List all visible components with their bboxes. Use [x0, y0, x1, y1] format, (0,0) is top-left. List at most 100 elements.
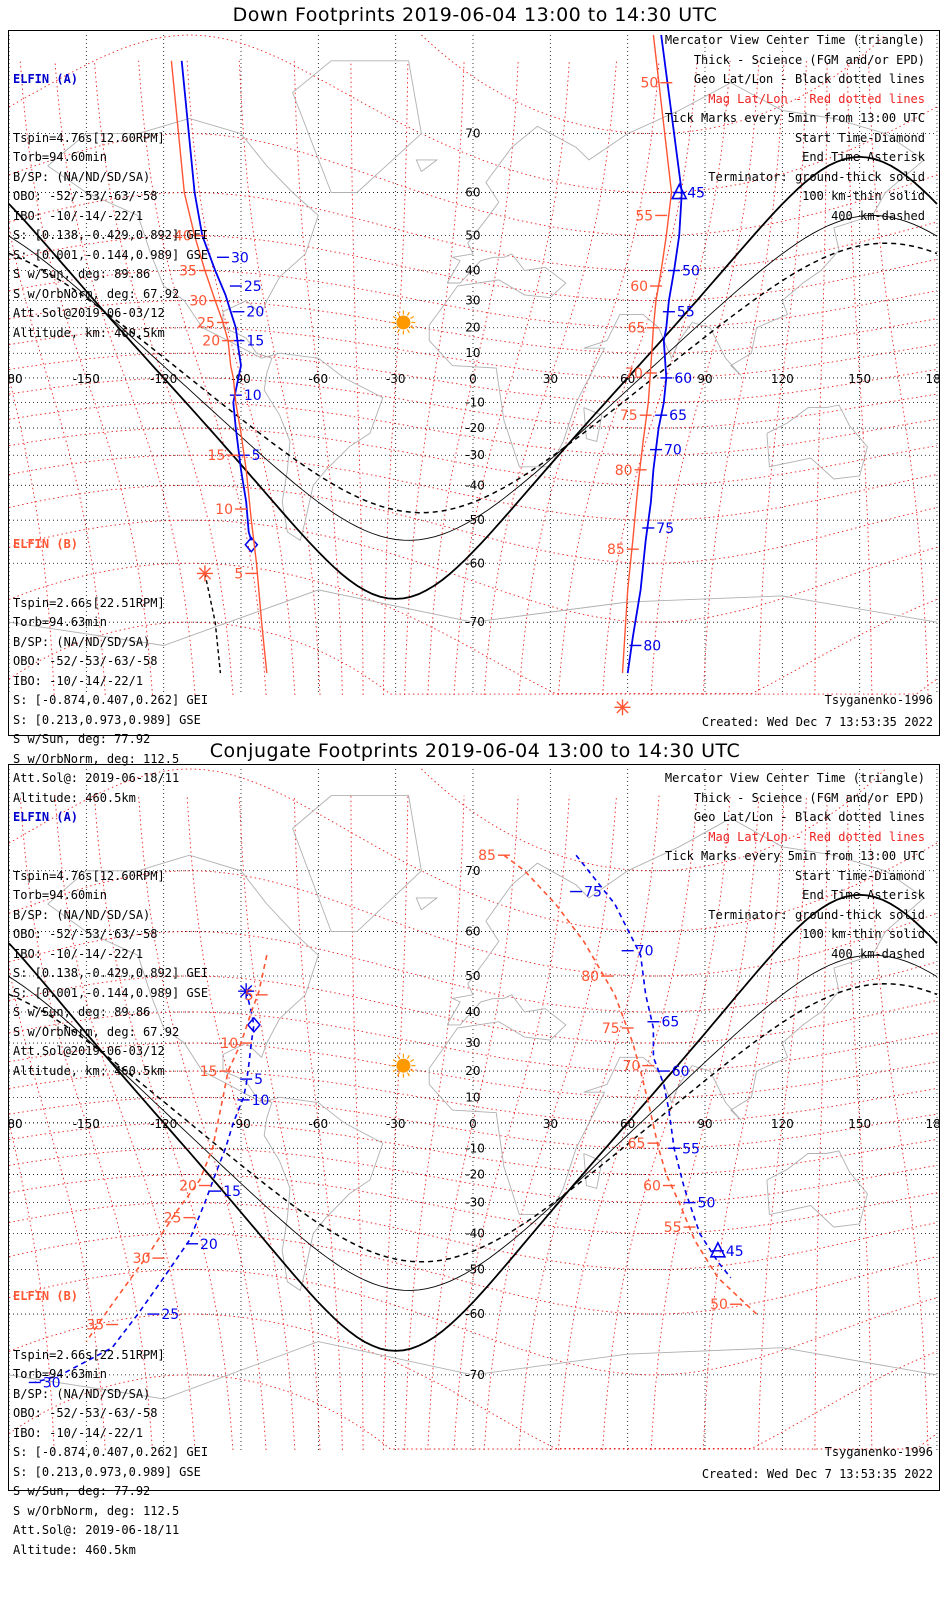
mag-meridian [293, 60, 343, 696]
lat-tick-label: 50 [465, 229, 480, 243]
lat-tick-label: -60 [465, 1307, 485, 1321]
time-tick-label: 75 [584, 885, 602, 901]
time-tick-label: 60 [672, 1064, 690, 1080]
sun-ray [406, 1072, 410, 1077]
time-tick-label: 60 [630, 279, 648, 295]
sun-ray [410, 1069, 415, 1073]
lon-tick-label: 30 [543, 1117, 558, 1131]
time-tick-label: 80 [581, 969, 599, 985]
info-line: OBO: -52/-53/-63/-58 [13, 654, 158, 668]
lat-tick-label: 10 [465, 1090, 480, 1104]
info-line: Altitude: 460.5km [13, 790, 136, 805]
info-line: Tspin=4.76s[12.60RPM] [13, 130, 165, 145]
time-tick-label: 70 [622, 1059, 640, 1075]
info-line: S w/Sun, deg: 77.92 [13, 732, 151, 746]
created-label: Created: Wed Dec 7 13:53:35 2022 [701, 715, 933, 729]
coastline [9, 1341, 938, 1400]
mag-parallel [9, 1147, 938, 1204]
lon-tick-label: 180 [926, 1117, 939, 1131]
mag-parallel [9, 621, 938, 695]
lon-tick-label: -60 [309, 372, 329, 386]
lon-tick-label: 90 [697, 372, 712, 386]
mag-meridian [238, 795, 321, 1451]
time-tick-label: 35 [86, 1318, 104, 1334]
lat-tick-label: -70 [465, 1368, 485, 1382]
lat-tick-label: -50 [465, 513, 485, 527]
mag-meridian [19, 795, 153, 1451]
info-line: S w/Sun, deg: 89.86 [13, 1005, 151, 1019]
sun-icon [391, 310, 416, 335]
info-line: B/SP: (NA/ND/SD/SA) [13, 1386, 151, 1401]
lon-tick-label: 120 [771, 1117, 794, 1131]
elfin-a-info-down: ELFIN (A) Tspin=4.76s[12.60RPM] Torb=94.6… [13, 31, 208, 382]
info-line: Tspin=4.76s[12.60RPM] [13, 868, 165, 883]
lon-tick-label: 180 [926, 372, 939, 386]
lat-tick-label: -30 [465, 448, 485, 462]
legend-line: 400 km-dashed [831, 946, 925, 961]
panel-title-conjugate: Conjugate Footprints 2019-06-04 13:00 to… [209, 740, 741, 762]
info-line: Att.Sol@: 2019-06-18/11 [13, 1523, 180, 1537]
time-tick-label: 50 [641, 76, 659, 92]
time-tick-label: 10 [220, 1036, 238, 1052]
sun-ray [406, 1054, 410, 1060]
info-line: Tspin=2.66s[22.51RPM] [13, 1347, 165, 1362]
info-line: B/SP: (NA/ND/SD/SA) [13, 634, 151, 649]
mag-parallel [9, 427, 938, 486]
sun-ray [396, 311, 400, 316]
lat-tick-label: 60 [465, 925, 480, 939]
lat-tick-label: -20 [465, 1168, 485, 1182]
coastline [415, 159, 439, 172]
legend-line: Terminator: ground-thick solid [708, 907, 925, 922]
time-tick-label: 50 [698, 1196, 716, 1212]
time-tick-label: 5 [245, 988, 254, 1004]
time-tick-label: 80 [643, 638, 661, 654]
view-center-marker [709, 1241, 727, 1258]
time-tick-label: 55 [682, 1141, 700, 1157]
mag-meridian [293, 795, 343, 1451]
mag-meridian [846, 60, 873, 696]
info-line: S w/OrbNorm, deg: 112.5 [13, 1503, 180, 1518]
info-line: Torb=94.63min [13, 615, 107, 629]
time-tick-label: 35 [179, 264, 197, 280]
coastline [9, 589, 938, 646]
mag-meridian [350, 795, 364, 1451]
legend-conjugate: Mercator View Center Time (triangle) Thic… [665, 769, 925, 964]
info-line: S w/OrbNorm, deg: 112.5 [13, 751, 180, 766]
time-tick-label: 25 [164, 1211, 182, 1227]
mag-meridian [453, 795, 570, 1451]
time-tick-label: 70 [664, 443, 682, 459]
mag-meridian [702, 60, 785, 696]
lat-tick-label: -70 [465, 615, 485, 629]
legend-line: Tick Marks every 5min from 13:00 UTC [664, 111, 925, 125]
lon-tick-label: 90 [697, 1117, 712, 1131]
info-line: S: [0.001,-0.144,0.989] GSE [13, 985, 209, 1000]
model-label: Tsyganenko-1996 [824, 693, 933, 707]
elfin-b-label: ELFIN (B) [13, 537, 79, 551]
legend-line: Mag Lat/Lon - Red dotted lines [708, 829, 925, 844]
mag-meridian [186, 795, 296, 1451]
time-tick-label: 65 [661, 1015, 679, 1031]
legend-line: End Time-Asterisk [802, 150, 925, 164]
mag-parallel [9, 870, 938, 977]
footprint-track [85, 955, 268, 1343]
legend-line: Start Time-Diamond [794, 868, 925, 883]
mag-meridian [483, 60, 617, 696]
mag-meridian [483, 795, 617, 1451]
mag-parallel [9, 192, 938, 271]
lon-tick-label: -150 [73, 1117, 100, 1131]
lat-tick-label: 60 [465, 186, 480, 200]
info-line: IBO: -10/-14/-22/1 [13, 946, 144, 961]
legend-line: Start Time-Diamond [794, 130, 925, 145]
time-tick-label: 15 [223, 1184, 241, 1200]
sun-ray [392, 315, 397, 320]
lon-tick-label: 0 [469, 1117, 477, 1131]
mag-meridian [9, 963, 106, 1451]
panel-title-down: Down Footprints 2019-06-04 13:00 to 14:3… [232, 4, 718, 26]
info-line: S: [-0.874,0.407,0.262] GEI [13, 1445, 209, 1459]
coastline [292, 60, 422, 193]
terminator-line [9, 215, 938, 541]
sun-ray [410, 325, 415, 330]
info-line: S w/Sun, deg: 89.86 [13, 267, 151, 281]
mag-meridian [238, 60, 321, 696]
sun-ray [406, 329, 410, 334]
